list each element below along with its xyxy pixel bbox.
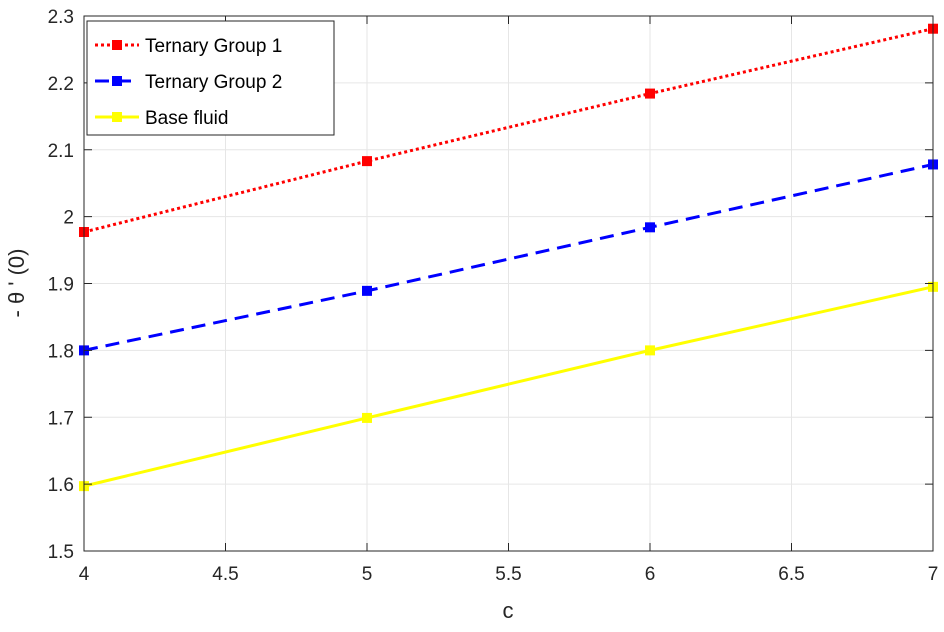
legend-marker [112, 76, 122, 86]
x-tick-label: 4.5 [212, 564, 238, 585]
y-axis-label: - θ ' (0) [4, 249, 29, 318]
x-tick-label: 4 [79, 564, 90, 585]
y-tick-label: 1.5 [48, 542, 74, 563]
legend: Ternary Group 1 Ternary Group 2 Base fluid [86, 20, 335, 136]
x-tick-label: 6.5 [778, 564, 804, 585]
x-tick-label: 5.5 [495, 564, 521, 585]
legend-marker [112, 112, 122, 122]
x-tick-label: 5 [362, 564, 373, 585]
y-tick-label: 1.9 [48, 275, 74, 296]
series-layer [79, 23, 938, 492]
data-point [362, 285, 372, 296]
data-point [362, 412, 372, 423]
series-line [83, 162, 934, 352]
legend-label: Ternary Group 2 [145, 72, 282, 93]
data-point [362, 156, 372, 167]
series-line [83, 285, 934, 488]
y-tick-label: 1.6 [48, 475, 74, 496]
legend-marker [112, 40, 122, 50]
legend-item: Ternary Group 2 [95, 72, 282, 93]
x-tick-label: 7 [928, 564, 939, 585]
series-line [83, 27, 934, 234]
y-tick-label: 1.7 [48, 408, 74, 429]
y-tick-label: 2 [63, 208, 74, 229]
data-point [645, 88, 655, 99]
legend-label: Base fluid [145, 108, 228, 129]
y-tick-label: 2.3 [48, 7, 74, 28]
legend-label: Ternary Group 1 [145, 36, 282, 57]
data-point [645, 222, 655, 233]
ticks: 4 4.5 5 5.5 6 6.5 7 1.5 1.6 1.7 1.8 1.9 2 2.1 2.2 2.3 [48, 7, 939, 585]
x-axis-label: c [503, 598, 514, 623]
y-tick-label: 2.1 [48, 141, 74, 162]
x-tick-label: 6 [645, 564, 656, 585]
legend-item: Ternary Group 1 [95, 36, 282, 57]
y-tick-label: 1.8 [48, 341, 74, 362]
y-tick-label: 2.2 [48, 74, 74, 95]
legend-item: Base fluid [95, 108, 228, 129]
data-point [645, 345, 655, 356]
